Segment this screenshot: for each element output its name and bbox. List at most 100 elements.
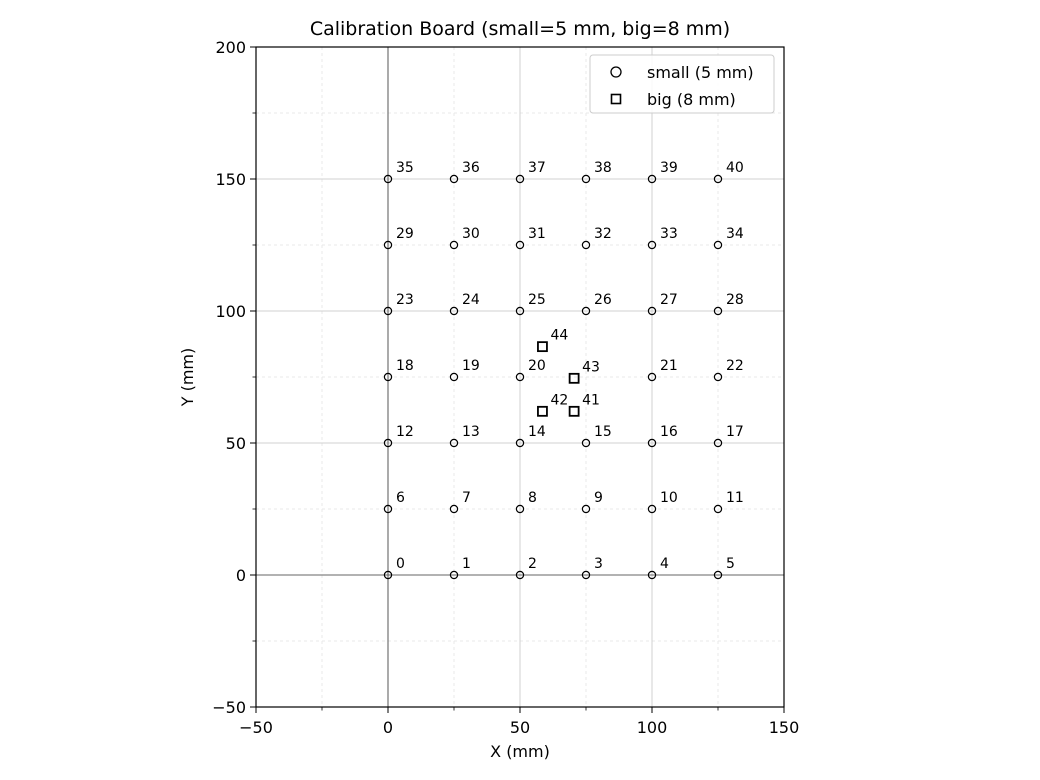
point-small-28 xyxy=(713,306,723,316)
point-small-34 xyxy=(713,240,723,250)
point-label: 28 xyxy=(726,292,744,308)
chart-title: Calibration Board (small=5 mm, big=8 mm) xyxy=(310,18,730,40)
y-tick-label: −50 xyxy=(212,698,246,717)
point-label: 23 xyxy=(396,292,414,308)
point-label: 43 xyxy=(582,359,600,375)
point-label: 26 xyxy=(594,292,612,308)
point-small-38 xyxy=(581,174,591,184)
point-label: 17 xyxy=(726,424,744,440)
y-axis-label: Y (mm) xyxy=(178,348,197,408)
y-tick-label: 150 xyxy=(215,170,246,189)
point-label: 30 xyxy=(462,226,480,242)
point-small-13 xyxy=(449,438,459,448)
point-small-40 xyxy=(713,174,723,184)
point-big-43 xyxy=(568,372,580,384)
point-label: 39 xyxy=(660,160,678,176)
point-label: 18 xyxy=(396,358,414,374)
x-tick-label: 50 xyxy=(510,718,530,737)
point-label: 24 xyxy=(462,292,480,308)
point-small-1 xyxy=(449,570,459,580)
y-tick-label: 50 xyxy=(226,434,246,453)
x-tick-label: 100 xyxy=(637,718,668,737)
point-small-16 xyxy=(647,438,657,448)
legend-entry-label: small (5 mm) xyxy=(647,63,754,82)
point-label: 13 xyxy=(462,424,480,440)
point-small-8 xyxy=(515,504,525,514)
legend-marker-circle xyxy=(610,66,622,78)
point-label: 20 xyxy=(528,358,546,374)
point-label: 11 xyxy=(726,490,744,506)
point-label: 0 xyxy=(396,556,405,572)
point-label: 14 xyxy=(528,424,546,440)
point-label: 8 xyxy=(528,490,537,506)
point-small-37 xyxy=(515,174,525,184)
point-small-4 xyxy=(647,570,657,580)
point-label: 38 xyxy=(594,160,612,176)
legend-marker-square xyxy=(610,93,622,105)
point-small-39 xyxy=(647,174,657,184)
point-label: 44 xyxy=(550,328,568,344)
point-small-9 xyxy=(581,504,591,514)
point-label: 2 xyxy=(528,556,537,572)
point-label: 6 xyxy=(396,490,405,506)
point-label: 27 xyxy=(660,292,678,308)
x-tick-label: 150 xyxy=(769,718,800,737)
point-label: 15 xyxy=(594,424,612,440)
point-label: 35 xyxy=(396,160,414,176)
point-label: 42 xyxy=(550,392,568,408)
point-small-19 xyxy=(449,372,459,382)
point-label: 4 xyxy=(660,556,669,572)
point-small-32 xyxy=(581,240,591,250)
x-axis-label: X (mm) xyxy=(490,742,550,761)
point-small-3 xyxy=(581,570,591,580)
point-small-35 xyxy=(383,174,393,184)
point-label: 32 xyxy=(594,226,612,242)
point-small-25 xyxy=(515,306,525,316)
point-label: 22 xyxy=(726,358,744,374)
point-label: 10 xyxy=(660,490,678,506)
point-small-23 xyxy=(383,306,393,316)
point-small-12 xyxy=(383,438,393,448)
point-label: 19 xyxy=(462,358,480,374)
point-label: 41 xyxy=(582,392,600,408)
point-label: 16 xyxy=(660,424,678,440)
point-small-36 xyxy=(449,174,459,184)
point-big-41 xyxy=(568,405,580,417)
point-label: 31 xyxy=(528,226,546,242)
point-label: 36 xyxy=(462,160,480,176)
point-big-42 xyxy=(537,405,548,417)
point-small-15 xyxy=(581,438,591,448)
legend-box xyxy=(589,54,775,114)
legend: small (5 mm) big (8 mm) xyxy=(589,54,775,114)
point-small-11 xyxy=(713,504,723,514)
point-small-5 xyxy=(713,570,723,580)
point-small-21 xyxy=(647,372,657,382)
point-big-44 xyxy=(537,341,548,353)
point-label: 33 xyxy=(660,226,678,242)
point-label: 12 xyxy=(396,424,414,440)
point-small-10 xyxy=(647,504,657,514)
point-label: 9 xyxy=(594,490,603,506)
zero-lines xyxy=(256,47,784,707)
point-label: 34 xyxy=(726,226,744,242)
point-small-14 xyxy=(515,438,525,448)
point-small-20 xyxy=(515,372,525,382)
legend-entry-label: big (8 mm) xyxy=(647,90,736,109)
point-small-18 xyxy=(383,372,393,382)
point-small-27 xyxy=(647,306,657,316)
point-small-2 xyxy=(515,570,525,580)
x-tick-label: 0 xyxy=(383,718,393,737)
point-small-0 xyxy=(383,570,393,580)
point-small-29 xyxy=(383,240,393,250)
point-small-33 xyxy=(647,240,657,250)
point-small-24 xyxy=(449,306,459,316)
point-label: 25 xyxy=(528,292,546,308)
point-label: 29 xyxy=(396,226,414,242)
point-small-26 xyxy=(581,306,591,316)
x-tick-label: −50 xyxy=(239,718,273,737)
point-label: 7 xyxy=(462,490,471,506)
point-small-6 xyxy=(383,504,393,514)
